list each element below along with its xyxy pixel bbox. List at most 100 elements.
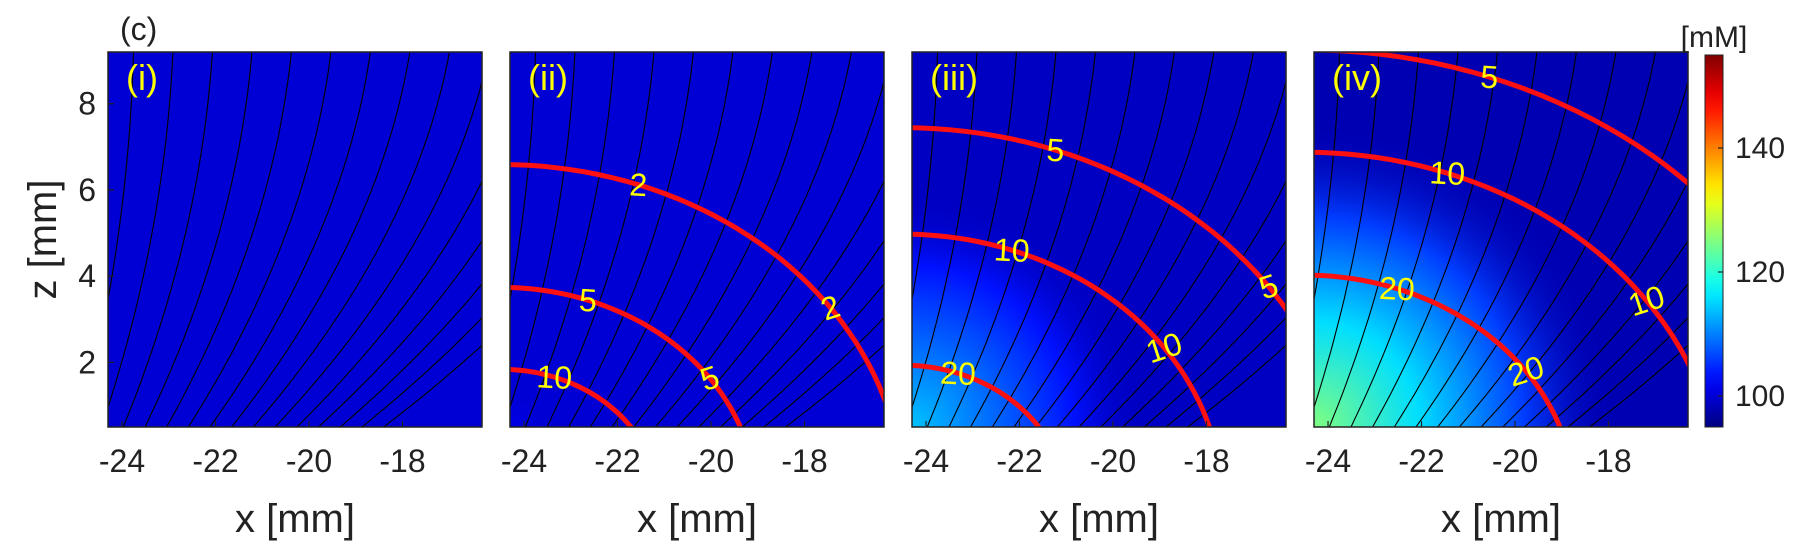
streamline bbox=[1328, 52, 1419, 427]
x-tick-label: -18 bbox=[379, 443, 425, 479]
colorbar-tick-label: 120 bbox=[1735, 256, 1785, 289]
streamline bbox=[1502, 180, 1688, 427]
panel-1: (i) -24 -22 -20 -18 x [mm] 2 4 6 8 z [mm] bbox=[0, 39, 483, 541]
streamline bbox=[1458, 52, 1656, 427]
streamline bbox=[698, 180, 884, 427]
x-tick-label: -20 bbox=[688, 443, 734, 479]
x-tick-label: -24 bbox=[1305, 443, 1351, 479]
streamline bbox=[144, 52, 253, 427]
streamline bbox=[948, 52, 1057, 427]
panel-label: (i) bbox=[126, 57, 158, 98]
x-tick-label: -20 bbox=[286, 443, 332, 479]
streamline bbox=[1589, 344, 1688, 427]
panel-label: (iv) bbox=[1332, 57, 1382, 98]
panel-label: (iii) bbox=[930, 57, 978, 98]
x-axis-label: x [mm] bbox=[1441, 497, 1561, 541]
streamline bbox=[274, 79, 482, 427]
streamline bbox=[510, 52, 576, 410]
colorbar-tick-label: 100 bbox=[1735, 380, 1785, 413]
streamline bbox=[1143, 283, 1286, 427]
streamlines bbox=[1314, 52, 1688, 427]
y-axis-label: z [mm] bbox=[21, 180, 65, 300]
x-tick-label: -22 bbox=[192, 443, 238, 479]
streamline bbox=[1567, 316, 1688, 427]
x-tick-label: -20 bbox=[1492, 443, 1538, 479]
x-tick-label: -24 bbox=[99, 443, 145, 479]
streamline bbox=[912, 52, 978, 410]
streamline bbox=[187, 52, 332, 427]
streamline bbox=[108, 52, 134, 303]
figure-label: (c) bbox=[120, 11, 157, 47]
x-axis-label: x [mm] bbox=[637, 497, 757, 541]
streamline bbox=[296, 180, 482, 427]
panel-frame bbox=[911, 51, 1287, 428]
colorbar-tick-label: 140 bbox=[1735, 132, 1785, 165]
streamline bbox=[1314, 52, 1380, 410]
streamline bbox=[1372, 52, 1498, 427]
streamline bbox=[676, 79, 884, 427]
streamline bbox=[720, 239, 884, 427]
x-tick-label: -22 bbox=[1398, 443, 1444, 479]
panel-frame bbox=[1313, 51, 1689, 428]
streamline bbox=[383, 344, 482, 427]
streamline bbox=[1437, 52, 1617, 427]
panel-frame bbox=[509, 51, 885, 428]
streamline bbox=[361, 316, 482, 427]
streamline bbox=[1187, 344, 1286, 427]
contour-label: 10 bbox=[993, 231, 1030, 269]
contour-line bbox=[912, 231, 1213, 427]
contour-line bbox=[1314, 149, 1688, 369]
y-tick-label: 6 bbox=[78, 172, 96, 208]
x-tick-label: -22 bbox=[996, 443, 1042, 479]
contour-label: 10 bbox=[536, 358, 573, 396]
streamline bbox=[546, 52, 655, 427]
streamline bbox=[510, 52, 536, 303]
streamline bbox=[970, 52, 1096, 427]
x-axis-label: x [mm] bbox=[1039, 497, 1159, 541]
y-tick-label: 4 bbox=[78, 258, 96, 294]
streamline bbox=[1350, 52, 1459, 427]
contour-line bbox=[1314, 272, 1563, 427]
contour-label: 5 bbox=[1479, 59, 1499, 96]
x-tick-label: -22 bbox=[594, 443, 640, 479]
streamline bbox=[524, 52, 615, 427]
streamline bbox=[654, 52, 852, 427]
streamline bbox=[166, 52, 292, 427]
streamline bbox=[1545, 283, 1688, 427]
streamline bbox=[0, 39, 16, 427]
x-tick-label: -18 bbox=[1183, 443, 1229, 479]
streamline bbox=[231, 52, 411, 427]
contour-label: 10 bbox=[1429, 154, 1466, 192]
streamline bbox=[1122, 239, 1286, 427]
x-tick-label: -24 bbox=[903, 443, 949, 479]
colorbar: 100 120 140 [mM] bbox=[1681, 21, 1785, 428]
streamline bbox=[318, 239, 482, 427]
streamline bbox=[1078, 79, 1286, 427]
x-tick-label: -18 bbox=[1585, 443, 1631, 479]
contour-line bbox=[510, 285, 744, 427]
streamline bbox=[1013, 52, 1175, 427]
streamline bbox=[108, 52, 174, 410]
colorbar-unit-label: [mM] bbox=[1681, 21, 1748, 54]
streamline bbox=[1524, 239, 1688, 427]
streamlines bbox=[0, 39, 482, 427]
y-tick-label: 8 bbox=[78, 86, 96, 122]
contour-label: 5 bbox=[1046, 132, 1066, 169]
contour-label: 20 bbox=[1378, 270, 1415, 308]
streamline bbox=[763, 316, 884, 427]
contour-line bbox=[510, 367, 635, 427]
panel-label: (ii) bbox=[528, 57, 568, 98]
streamline bbox=[1393, 52, 1538, 427]
y-tick-label: 2 bbox=[78, 344, 96, 380]
streamline bbox=[741, 283, 884, 427]
contour-line bbox=[912, 125, 1286, 314]
streamline bbox=[1100, 180, 1286, 427]
contour-line bbox=[1314, 52, 1688, 187]
